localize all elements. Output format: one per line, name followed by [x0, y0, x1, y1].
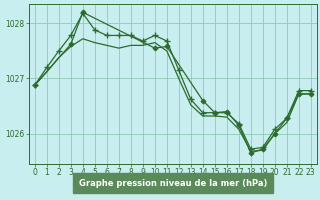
X-axis label: Graphe pression niveau de la mer (hPa): Graphe pression niveau de la mer (hPa) — [79, 179, 267, 188]
